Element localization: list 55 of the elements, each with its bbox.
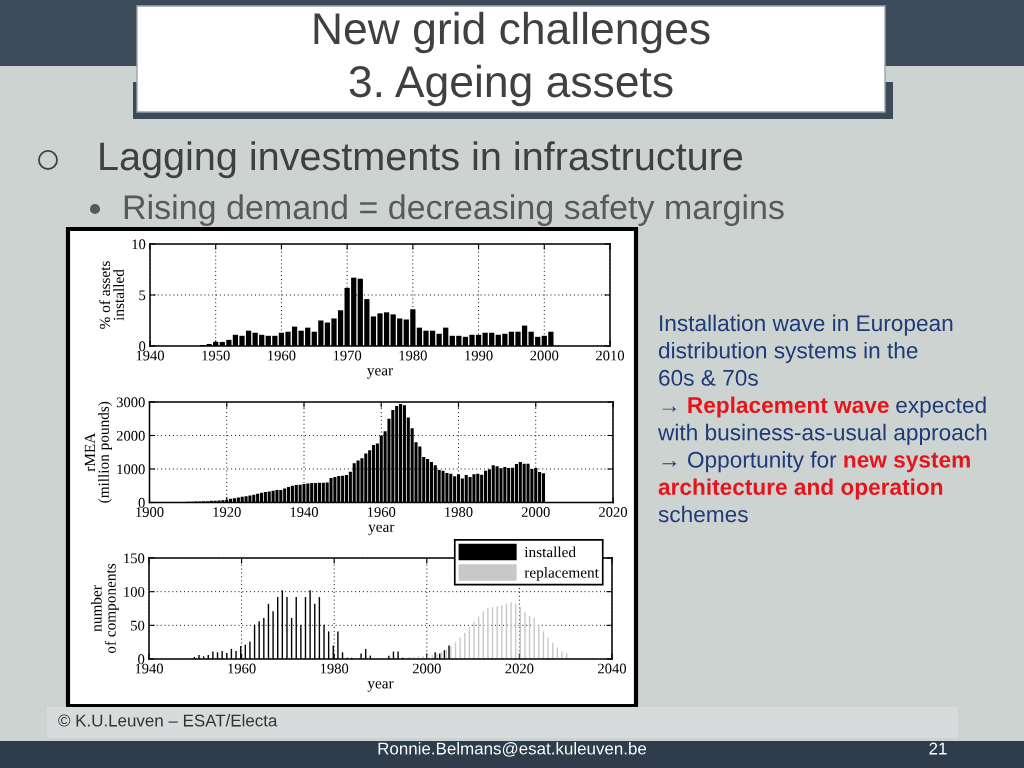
- x-tick-label: 2000: [521, 507, 550, 517]
- y-axis-title: % of assets installed: [99, 261, 124, 329]
- x-axis-title: year: [368, 524, 395, 536]
- legend-label: replacement: [524, 567, 599, 581]
- x-tick-label: 1970: [333, 350, 362, 361]
- x-tick-label: 1990: [465, 350, 493, 361]
- text: schemes: [658, 505, 748, 523]
- text: Lagging investments in infrastructure: [100, 141, 743, 179]
- text: expected: [896, 396, 986, 418]
- text: © K.U.Leuven – ESAT/Electa: [58, 714, 278, 727]
- y-tick-label: 0: [138, 654, 145, 665]
- text: 3. Ageing assets: [349, 64, 673, 107]
- x-tick-label: 1920: [213, 507, 241, 517]
- x-tick-label: 1960: [268, 350, 296, 361]
- text: 21: [929, 742, 947, 755]
- y-tick-label: 0: [138, 497, 145, 508]
- y-tick-label: 100: [124, 587, 145, 597]
- y-tick-label: 10: [132, 239, 146, 250]
- x-axis-title: year: [367, 681, 394, 692]
- y-tick-label: 1000: [117, 464, 145, 475]
- x-tick-label: 1960: [367, 507, 396, 517]
- x-tick-label: 2000: [412, 663, 441, 674]
- y-tick-label: 2000: [116, 430, 145, 441]
- x-tick-label: 2020: [505, 663, 534, 674]
- text: → Opportunity for: [662, 451, 837, 473]
- x-tick-label: 1960: [228, 663, 256, 674]
- text: new system: [844, 452, 970, 473]
- text: →: [662, 406, 677, 412]
- x-tick-label: 1980: [320, 663, 349, 674]
- x-tick-label: 2040: [598, 663, 627, 674]
- y-tick-label: 0: [139, 341, 146, 352]
- text: Replacement wave: [688, 396, 889, 418]
- x-tick-label: 2000: [530, 350, 559, 361]
- x-tick-label: 1940: [290, 507, 319, 517]
- text: New grid challenges: [314, 11, 710, 54]
- x-tick-label: 1980: [399, 350, 427, 361]
- x-tick-label: 1950: [202, 350, 230, 361]
- y-tick-label: 150: [124, 553, 145, 564]
- y-tick-label: 50: [131, 620, 145, 631]
- text: with business-as-usual approach: [657, 423, 987, 445]
- x-tick-label: 1900: [136, 507, 164, 517]
- x-axis-title: year: [367, 368, 394, 379]
- y-tick-label: 5: [139, 290, 146, 301]
- x-tick-label: 1940: [136, 350, 165, 361]
- x-tick-label: 2010: [596, 350, 625, 361]
- text: Rising demand = decreasing safety margins: [124, 194, 784, 227]
- y-axis-title: number of components: [90, 563, 119, 654]
- y-tick-label: 3000: [116, 397, 145, 408]
- text: architecture and operation: [658, 478, 943, 500]
- y-axis-title: rMEA (million pounds): [84, 401, 112, 503]
- x-tick-label: 1940: [135, 663, 164, 674]
- x-tick-label: 2020: [599, 507, 628, 517]
- text: Ronnie.Belmans@esat.kuleuven.be: [378, 742, 647, 757]
- x-tick-label: 1980: [445, 507, 473, 517]
- legend-label: installed: [524, 546, 576, 558]
